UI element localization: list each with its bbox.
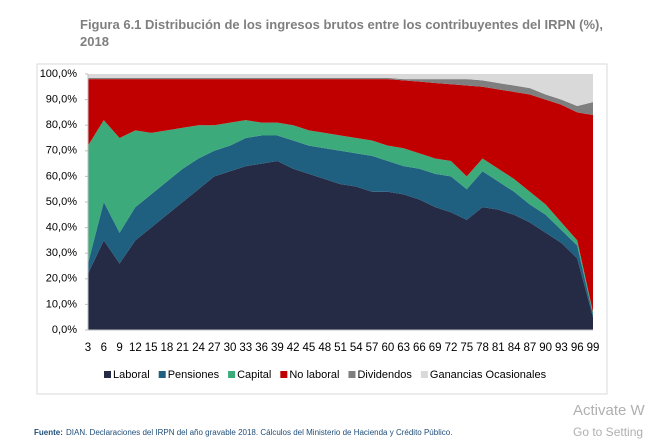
x-tick-label: 42	[287, 342, 300, 354]
legend-swatch	[228, 371, 236, 378]
x-tick-label: 93	[555, 342, 568, 354]
x-tick-label: 51	[334, 342, 347, 354]
legend-swatch	[348, 371, 356, 378]
area	[88, 120, 593, 315]
x-tick-label: 9	[116, 342, 122, 354]
x-tick-label: 99	[587, 342, 600, 354]
legend-swatch	[420, 371, 428, 378]
y-tick-label: 0,0%	[52, 324, 77, 336]
legend-swatch	[104, 371, 111, 378]
x-tick-label: 84	[508, 342, 521, 354]
y-tick-label: 10,0%	[46, 298, 77, 310]
watermark: Go to Setting	[573, 425, 643, 439]
x-tick-label: 78	[476, 342, 489, 354]
chart-title: Figura 6.1 Distribución de los ingresos …	[80, 17, 603, 49]
area	[88, 74, 593, 106]
watermark: Activate W	[573, 402, 646, 419]
x-tick-label: 27	[208, 342, 221, 354]
y-tick-label: 90,0%	[46, 94, 77, 106]
x-tick-label: 63	[397, 342, 410, 354]
x-tick-label: 54	[350, 342, 363, 354]
x-tick-label: 33	[239, 342, 252, 354]
source-text: DIAN. Declaraciones del IRPN del año gra…	[66, 428, 452, 437]
x-tick-label: 39	[271, 342, 284, 354]
legend-label: Pensiones	[168, 369, 220, 381]
source-label: Fuente:	[34, 428, 63, 437]
y-tick-label: 50,0%	[46, 196, 77, 208]
x-tick-label: 18	[161, 342, 174, 354]
x-tick-label: 96	[571, 342, 584, 354]
x-tick-label: 48	[318, 342, 331, 354]
x-tick-label: 24	[192, 342, 205, 354]
x-tick-label: 75	[460, 342, 473, 354]
area	[88, 161, 593, 330]
y-tick-label: 70,0%	[46, 145, 77, 157]
x-tick-label: 45	[303, 342, 316, 354]
x-tick-label: 15	[145, 342, 158, 354]
legend-label: Dividendos	[357, 369, 412, 381]
x-tick-label: 72	[445, 342, 458, 354]
x-tick-label: 6	[101, 342, 107, 354]
legend-label: Laboral	[113, 369, 150, 381]
x-tick-label: 60	[381, 342, 394, 354]
y-tick-label: 40,0%	[46, 222, 77, 234]
x-tick-label: 21	[176, 342, 189, 354]
y-tick-label: 100,0%	[40, 68, 78, 80]
x-tick-label: 90	[539, 342, 552, 354]
x-tick-label: 87	[523, 342, 536, 354]
x-tick-label: 81	[492, 342, 505, 354]
legend-label: No laboral	[289, 369, 339, 381]
x-tick-label: 69	[429, 342, 442, 354]
y-tick-label: 20,0%	[46, 273, 77, 285]
legend-swatch	[280, 371, 288, 378]
legend-swatch	[158, 371, 166, 378]
x-tick-label: 57	[366, 342, 379, 354]
y-tick-label: 60,0%	[46, 170, 77, 182]
x-tick-label: 36	[255, 342, 268, 354]
area	[88, 135, 593, 318]
area	[88, 79, 593, 313]
x-tick-label: 12	[129, 342, 142, 354]
x-tick-label: 66	[413, 342, 426, 354]
legend-label: Capital	[237, 369, 271, 381]
x-tick-label: 3	[85, 342, 91, 354]
legend-label: Ganancias Ocasionales	[430, 369, 547, 381]
y-tick-label: 30,0%	[46, 247, 77, 259]
y-tick-label: 80,0%	[46, 119, 77, 131]
x-tick-label: 30	[224, 342, 237, 354]
